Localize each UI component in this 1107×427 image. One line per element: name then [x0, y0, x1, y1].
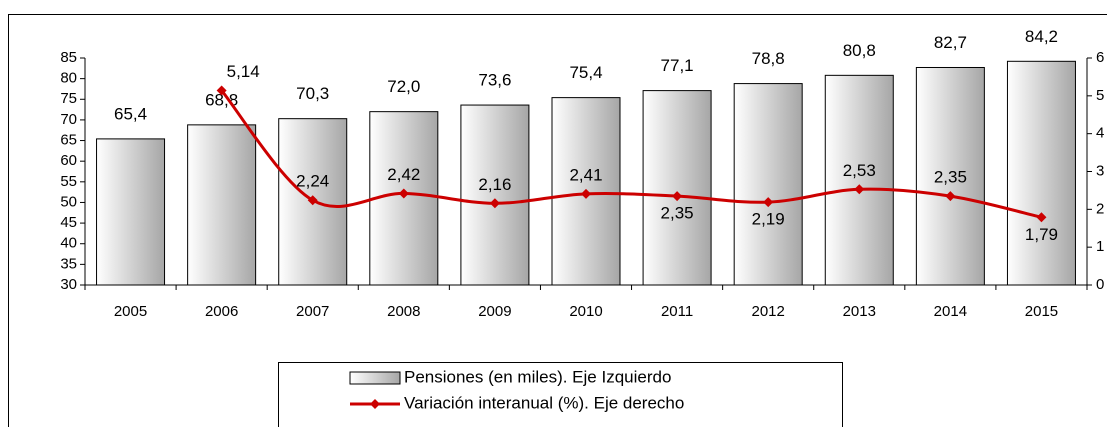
x-tick-label: 2015 [1025, 303, 1058, 320]
bar-label: 70,3 [296, 84, 329, 103]
bar-label: 73,6 [478, 71, 511, 90]
line-marker [398, 188, 409, 199]
y-tick-label: 75 [60, 90, 77, 107]
line-marker [1036, 212, 1047, 223]
line-marker [581, 188, 591, 199]
x-tick-label: 2007 [296, 303, 329, 320]
bar-label: 72,0 [387, 77, 420, 96]
bar-label: 75,4 [569, 63, 602, 82]
line-marker [672, 191, 683, 202]
bar [1006, 60, 1076, 286]
line-label: 2,53 [843, 161, 876, 180]
x-tick-label: 2009 [478, 303, 511, 320]
bar-label: 78,8 [752, 49, 785, 68]
line-label: 2,35 [661, 204, 694, 223]
legend-swatch [349, 371, 401, 385]
y2-tick-label: 4 [1096, 125, 1104, 142]
x-tick-label: 2006 [205, 303, 238, 320]
x-tick-label: 2010 [569, 303, 602, 320]
line-marker [307, 195, 318, 206]
y2-tick-label: 3 [1096, 162, 1104, 179]
x-tick-label: 2008 [387, 303, 420, 320]
bar [187, 124, 257, 286]
y2-tick-label: 1 [1096, 238, 1104, 255]
legend-label: Pensiones (en miles). Eje Izquierdo [404, 367, 671, 386]
bar [733, 83, 803, 286]
line-label: 2,35 [934, 168, 967, 187]
line-label: 2,41 [569, 165, 602, 184]
bar [96, 138, 166, 286]
x-tick-label: 2011 [661, 303, 693, 320]
x-tick-label: 2012 [751, 303, 784, 320]
y-tick-label: 55 [60, 173, 77, 190]
y-tick-label: 50 [60, 193, 77, 210]
bar-label: 82,7 [934, 33, 967, 52]
line-marker [216, 85, 227, 96]
line-marker [763, 197, 774, 208]
bar [915, 66, 985, 286]
y-tick-label: 85 [60, 49, 77, 66]
bar-label: 84,2 [1025, 27, 1058, 46]
bar [460, 104, 530, 286]
y-tick-label: 80 [60, 70, 77, 87]
y2-tick-label: 5 [1096, 87, 1104, 104]
y-tick-label: 40 [60, 235, 77, 252]
legend-marker [370, 399, 380, 409]
line-label: 2,16 [478, 175, 511, 194]
y-tick-label: 35 [60, 255, 77, 272]
bar [824, 74, 894, 286]
bar-label: 77,1 [661, 56, 694, 75]
line-marker [854, 184, 865, 195]
y-tick-label: 70 [60, 111, 77, 128]
line-label: 2,19 [752, 210, 785, 229]
y-tick-label: 30 [60, 276, 77, 293]
y-tick-label: 65 [60, 132, 77, 149]
line-marker [489, 198, 500, 209]
x-tick-label: 2014 [934, 303, 967, 320]
line [220, 89, 1042, 219]
line-label: 1,79 [1025, 225, 1058, 244]
line-label: 5,14 [227, 62, 260, 81]
line-label: 2,42 [387, 165, 420, 184]
y2-tick-label: 0 [1096, 276, 1104, 293]
bar-label: 80,8 [843, 41, 876, 60]
y-tick-label: 45 [60, 214, 77, 231]
bar-label: 65,4 [114, 104, 147, 123]
bar [642, 90, 712, 286]
x-tick-label: 2005 [114, 303, 147, 320]
y2-tick-label: 6 [1096, 49, 1104, 66]
y-tick-label: 60 [60, 152, 77, 169]
y2-tick-label: 2 [1096, 200, 1104, 217]
line-marker [945, 191, 956, 202]
legend-label: Variación interanual (%). Eje derecho [404, 393, 684, 412]
x-tick-label: 2013 [843, 303, 876, 320]
bar-label: 68,8 [205, 90, 238, 109]
chart-frame [8, 14, 1107, 427]
line-label: 2,24 [296, 172, 329, 191]
